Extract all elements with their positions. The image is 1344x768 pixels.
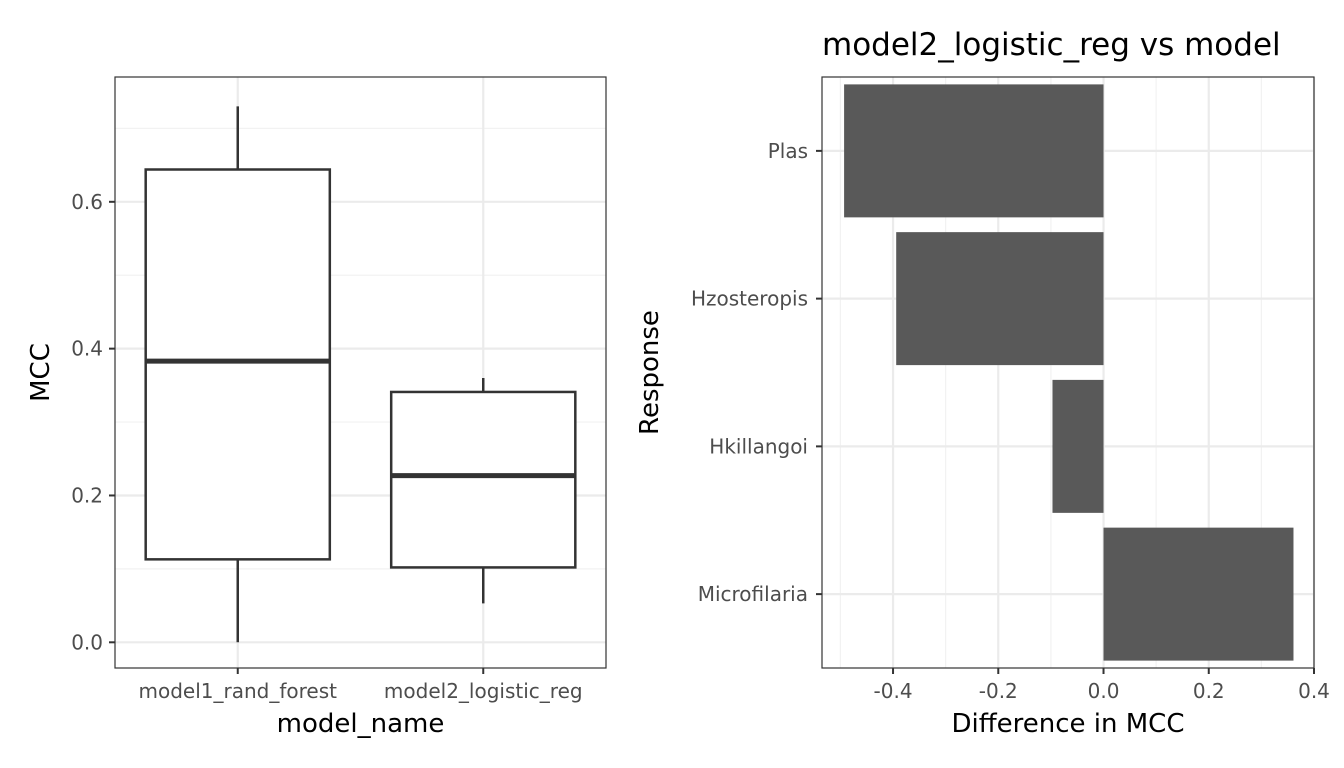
x-tick-label: -0.2: [979, 679, 1018, 703]
x-tick-label: 0.2: [1193, 679, 1225, 703]
bar-hzosteropis: [896, 232, 1104, 366]
x-tick-label: model1_rand_forest: [139, 679, 338, 703]
bar-microfilaria: [1103, 527, 1294, 661]
plot-title: model2_logistic_reg vs model: [822, 27, 1281, 63]
bar-hkillangoi: [1052, 379, 1104, 513]
box-model2-logistic-reg: [389, 378, 577, 604]
iqr-box: [144, 168, 332, 561]
y-axis-title: MCC: [26, 343, 56, 402]
y-tick-label: Hzosteropis: [691, 287, 808, 311]
y-tick-label: Microfilaria: [698, 582, 808, 606]
y-tick-label: 0.0: [71, 630, 103, 654]
bar-panel: Plas Hzosteropis Hkillangoi Microfilaria -0.…: [635, 27, 1330, 739]
panel-border: [821, 76, 1315, 669]
y-tick-label: 0.4: [71, 337, 103, 361]
x-axis-title: Difference in MCC: [951, 709, 1184, 739]
boxplot-panel: 0.0 0.2 0.4 0.6 model1_rand_forest model2_log…: [26, 76, 607, 739]
y-tick-label: 0.2: [71, 483, 103, 507]
y-tick-label: 0.6: [71, 190, 103, 214]
x-axis-title: model_name: [277, 709, 445, 739]
x-tick-label: 0.0: [1088, 679, 1120, 703]
y-tick-label: Hkillangoi: [709, 434, 808, 458]
x-tick-label: 0.4: [1298, 679, 1330, 703]
y-axis-title: Response: [635, 310, 665, 435]
iqr-box: [389, 390, 577, 569]
x-tick-label: model2_logistic_reg: [384, 679, 583, 703]
bar-plas: [844, 84, 1104, 218]
x-tick-label: -0.4: [874, 679, 913, 703]
y-tick-label: Plas: [768, 139, 808, 163]
box-model1-rand-forest: [144, 106, 332, 643]
panel-border: [114, 76, 607, 669]
